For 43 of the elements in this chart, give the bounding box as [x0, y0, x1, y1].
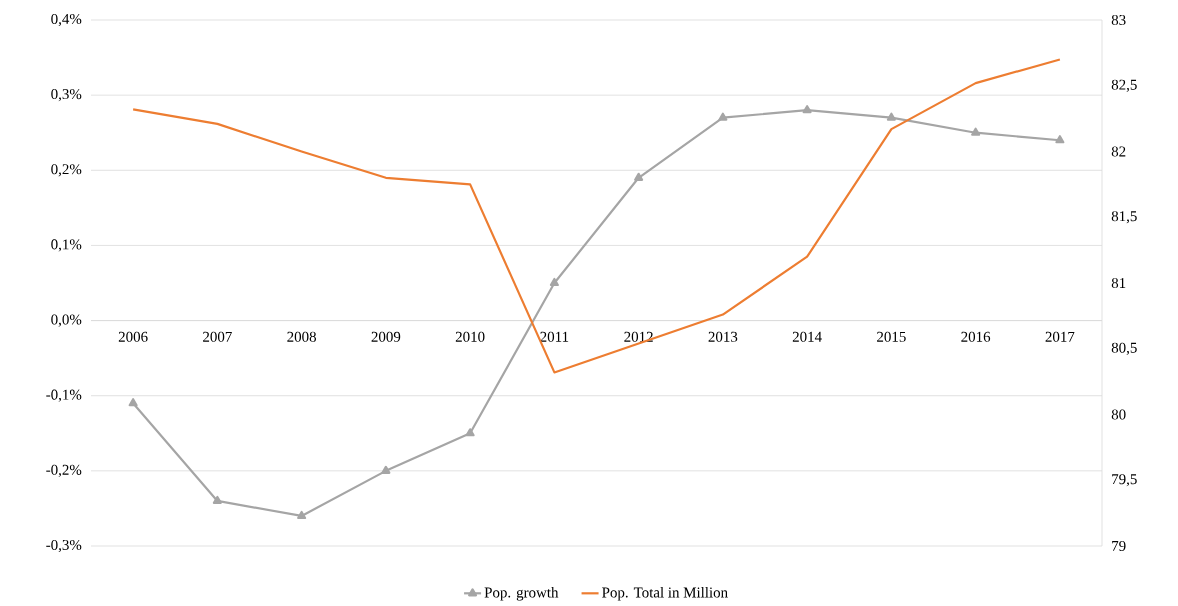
x-tick-label: 2011 [540, 331, 569, 342]
y-tick-label: 0,3% [51, 89, 82, 102]
point [718, 112, 728, 121]
y-tick-label: -0,1% [46, 389, 82, 402]
y2-tick-label: 79 [1112, 540, 1126, 552]
y2-tick-label: 80 [1111, 409, 1126, 420]
y-tick-label: 0,1% [51, 239, 82, 252]
y2-tick-label: 81,5 [1111, 211, 1137, 224]
point [971, 127, 981, 136]
x-tick-label: 2014 [792, 331, 822, 342]
point [1055, 135, 1065, 144]
point [381, 465, 391, 474]
x-tick-label: 2010 [455, 331, 485, 342]
y2-tick-label: 83 [1111, 14, 1126, 26]
point [128, 398, 138, 407]
y-tick-label: 0,4% [51, 13, 82, 27]
y-tick-label: 0,2% [51, 164, 82, 177]
x-tick-label: 2017 [1045, 331, 1075, 342]
x-tick-label: 2008 [287, 331, 317, 342]
y-tick-label: -0,3% [46, 539, 82, 553]
point [465, 428, 475, 437]
x-tick-label: 2007 [203, 331, 232, 342]
y-tick-label: 0,0% [51, 314, 82, 327]
legend-label: Pop. Total in Million [602, 587, 728, 601]
x-tick-label: 2016 [961, 331, 991, 342]
x-tick-label: 2009 [371, 331, 401, 342]
point [634, 172, 644, 181]
point [212, 495, 222, 505]
x-tick-label: 2013 [708, 331, 738, 342]
point [886, 112, 896, 121]
y-tick-label: -0,2% [46, 464, 82, 477]
legend-label: Pop. growth [484, 587, 559, 601]
point [549, 277, 559, 287]
y2-tick-label: 79,5 [1112, 474, 1137, 487]
x-tick-label: 2012 [624, 331, 653, 342]
y2-tick-label: 81 [1111, 277, 1126, 289]
y2-tick-label: 80,5 [1111, 342, 1137, 355]
point [802, 105, 812, 114]
y2-tick-label: 82,5 [1111, 79, 1137, 92]
x-tick-label: 2015 [877, 331, 906, 342]
y2-tick-label: 82 [1111, 146, 1126, 157]
point [297, 510, 307, 520]
x-tick-label: 2006 [118, 331, 148, 342]
